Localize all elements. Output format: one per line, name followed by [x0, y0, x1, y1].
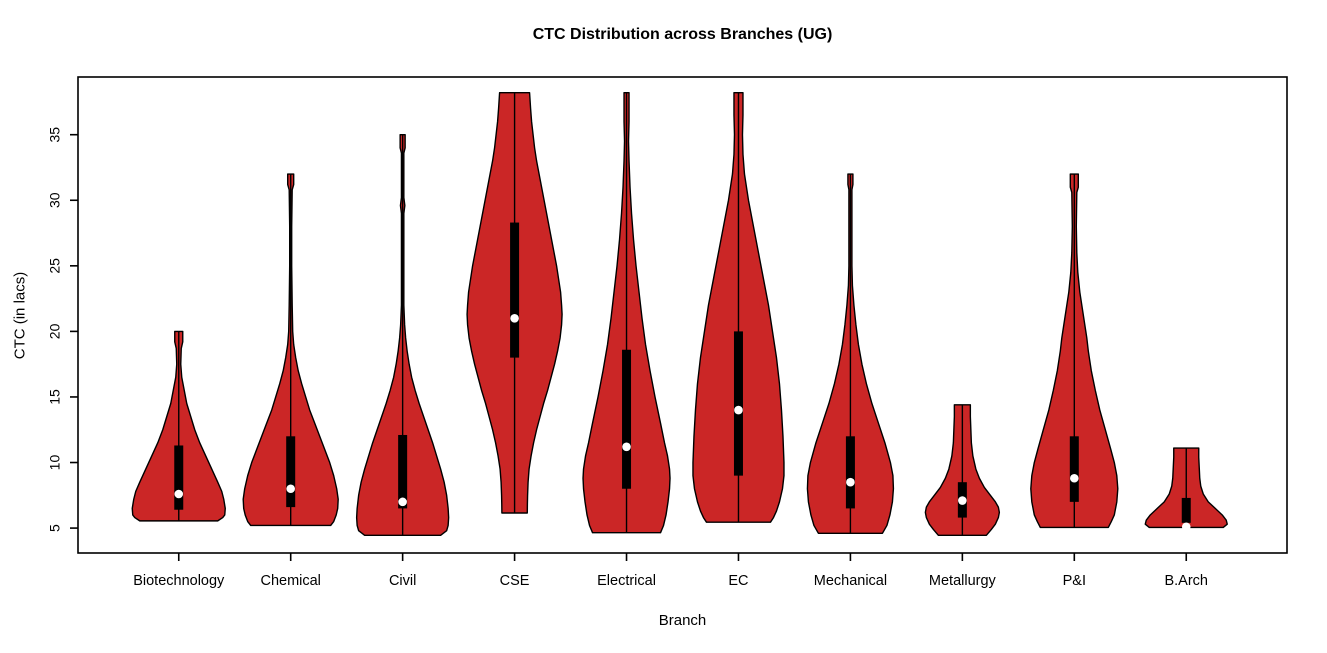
median-dot-p-i — [1070, 473, 1079, 483]
median-dot-chemical — [286, 484, 295, 494]
x-tick-label-chemical: Chemical — [260, 573, 320, 589]
x-tick-label-metallurgy: Metallurgy — [929, 573, 997, 589]
x-tick-label-p-i: P&I — [1063, 573, 1086, 589]
y-tick-label-30: 30 — [47, 192, 63, 208]
iqr-box-b-arch — [1181, 497, 1191, 523]
median-dot-civil — [398, 497, 407, 507]
y-tick-label-20: 20 — [47, 323, 63, 339]
x-tick-label-cse: CSE — [500, 573, 530, 589]
median-dot-ec — [734, 405, 743, 415]
median-dot-cse — [510, 313, 519, 323]
median-dot-mechanical — [846, 477, 855, 487]
plot-frame — [77, 76, 1288, 554]
y-tick-label-15: 15 — [47, 389, 63, 405]
median-dot-biotechnology — [174, 489, 184, 499]
iqr-box-cse — [510, 222, 520, 358]
median-dot-metallurgy — [958, 496, 967, 505]
y-tick-label-5: 5 — [47, 524, 63, 532]
x-tick-label-ec: EC — [728, 573, 748, 589]
x-tick-label-mechanical: Mechanical — [814, 573, 887, 589]
y-tick-label-10: 10 — [47, 455, 63, 471]
x-tick-label-electrical: Electrical — [597, 573, 656, 589]
x-tick-label-b-arch: B.Arch — [1164, 573, 1208, 589]
iqr-box-biotechnology — [174, 445, 184, 510]
y-tick-label-25: 25 — [47, 258, 63, 274]
iqr-box-civil — [398, 434, 408, 509]
iqr-box-p-i — [1069, 436, 1079, 502]
iqr-box-electrical — [622, 349, 632, 489]
iqr-box-ec — [733, 331, 743, 476]
median-dot-electrical — [622, 442, 631, 452]
x-axis-title: Branch — [658, 612, 707, 629]
iqr-box-chemical — [286, 436, 296, 508]
chart-title: CTC Distribution across Branches (UG) — [532, 26, 833, 43]
y-tick-label-35: 35 — [47, 127, 63, 143]
x-tick-label-biotechnology: Biotechnology — [133, 573, 225, 589]
median-dot-b-arch — [1181, 522, 1191, 532]
iqr-box-mechanical — [845, 436, 855, 509]
x-tick-label-civil: Civil — [389, 573, 416, 589]
